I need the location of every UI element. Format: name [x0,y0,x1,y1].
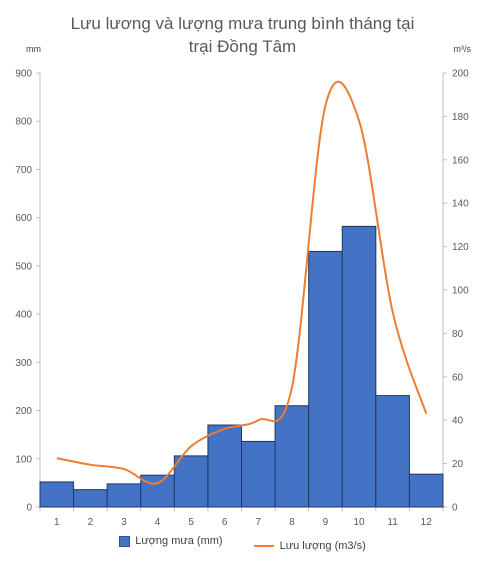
rainfall-bar [241,440,276,508]
x-tick-label: 2 [88,517,94,528]
rainfall-bar [140,474,175,508]
legend-item-rainfall: Lượng mưa (mm) [119,535,223,547]
chart-title: Lưu lương và lượng mưa trung bình tháng … [0,12,485,58]
left-tick-label: 700 [15,165,32,176]
x-tick-label: 12 [421,517,433,528]
legend-item-discharge: Lưu lượng (m3/s) [253,539,366,552]
x-tick-label: 11 [387,517,398,528]
left-tick-label: 800 [15,117,32,128]
left-tick-label: 0 [26,503,32,514]
right-tick-label: 20 [452,459,464,470]
left-tick-label: 400 [15,310,32,321]
left-tick-label: 900 [15,69,32,80]
left-tick-label: 200 [15,406,32,417]
rainfall-bar [375,395,410,508]
left-tick-label: 500 [15,261,32,272]
x-tick-label: 7 [256,517,262,528]
rainfall-bar [207,424,243,508]
rainfall-bar [341,225,377,508]
right-tick-label: 120 [452,242,469,253]
right-tick-label: 140 [452,199,469,210]
right-tick-label: 100 [452,286,469,297]
rainfall-bar [106,483,142,508]
rainfall-bar [73,489,108,508]
rainfall-bar [173,455,209,508]
x-tick-label: 9 [323,517,329,528]
right-tick-label: 160 [452,155,469,166]
right-axis-unit: m³/s [453,44,472,54]
x-tick-label: 4 [155,517,161,528]
left-axis-unit: mm [26,44,41,54]
rainfall-bar [408,473,444,508]
right-tick-label: 60 [452,372,464,383]
rainfall-bar [308,250,343,508]
legend-swatch-discharge [253,544,274,547]
rainfall-bar [274,405,310,508]
legend-swatch-rainfall [119,535,131,547]
chart-title-line-2: trại Đồng Tâm [188,37,297,56]
x-tick-label: 8 [289,517,295,528]
left-tick-label: 300 [15,358,32,369]
left-tick-label: 600 [15,213,32,224]
x-tick-label: 1 [54,517,60,528]
x-tick-label: 3 [121,517,127,528]
rainfall-bar [39,481,75,508]
discharge-line [56,80,428,485]
right-tick-label: 80 [452,329,464,340]
legend-label-rainfall: Lượng mưa (mm) [135,535,223,547]
right-tick-label: 180 [452,112,469,123]
x-tick-label: 6 [222,517,228,528]
x-tick-label: 5 [188,517,194,528]
legend-label-discharge: Lưu lượng (m3/s) [279,539,366,552]
chart-title-line-1: Lưu lương và lượng mưa trung bình tháng … [70,14,415,33]
right-tick-label: 0 [452,503,458,514]
left-tick-label: 100 [15,454,32,465]
chart-legend: Lượng mưa (mm) Lưu lượng (m3/s) [0,535,485,552]
right-tick-label: 200 [452,69,469,80]
right-tick-label: 40 [452,416,464,427]
x-tick-label: 10 [353,517,365,528]
